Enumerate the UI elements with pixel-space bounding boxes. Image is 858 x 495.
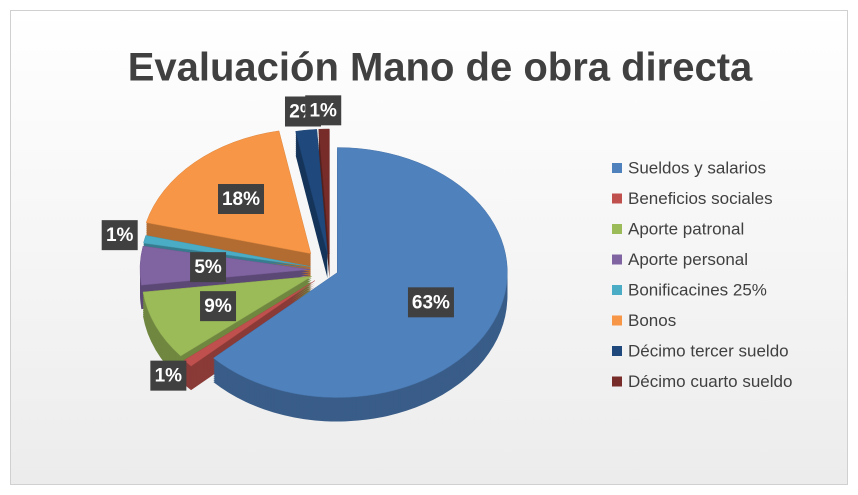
legend: Sueldos y salarios Beneficios sociales Apo… xyxy=(612,158,792,391)
slice xyxy=(212,147,508,398)
data-label-box xyxy=(218,183,265,214)
slice-side xyxy=(295,139,328,265)
data-label-box xyxy=(200,291,237,322)
legend-swatch xyxy=(612,346,622,356)
legend-label: Beneficios sociales xyxy=(628,189,773,208)
legend-label: Décimo tercer sueldo xyxy=(628,341,789,360)
slice-side xyxy=(295,141,328,267)
slice-side xyxy=(295,151,328,277)
legend-label: Bonos xyxy=(628,311,676,330)
legend-swatch xyxy=(612,224,622,234)
legend-swatch xyxy=(612,285,622,295)
data-label: 9% xyxy=(204,296,232,317)
legend-swatch xyxy=(612,315,622,326)
legend-swatch xyxy=(612,163,622,173)
legend-label: Aporte personal xyxy=(628,250,748,269)
legend-swatch xyxy=(612,376,622,387)
slice xyxy=(295,129,328,255)
legend-label: Aporte patronal xyxy=(628,219,744,238)
data-label-box xyxy=(305,95,342,126)
data-label-box xyxy=(101,220,138,251)
slice-side xyxy=(295,149,328,275)
chart-title: Evaluación Mano de obra directa xyxy=(128,46,753,90)
slice xyxy=(183,280,316,367)
data-label: 63% xyxy=(412,292,450,313)
legend-swatch xyxy=(612,254,622,265)
data-label: 1% xyxy=(106,225,134,246)
legend-label: Bonificacines 25% xyxy=(628,280,767,299)
data-labels: 63%1%9%5%1%18%2%1% xyxy=(101,95,454,391)
data-label-box xyxy=(150,360,187,391)
slice-side xyxy=(295,133,328,259)
slice-side xyxy=(295,143,328,269)
slice xyxy=(318,128,330,255)
slice-side xyxy=(295,137,328,263)
legend-label: Décimo cuarto sueldo xyxy=(628,372,792,391)
slice xyxy=(143,235,311,267)
legend-swatch xyxy=(612,193,622,204)
data-label: 1% xyxy=(309,100,337,121)
legend-label: Sueldos y salarios xyxy=(628,158,766,177)
data-label-box xyxy=(190,252,227,283)
slice-side xyxy=(295,135,328,261)
slice-side xyxy=(295,147,328,273)
data-label-box xyxy=(407,287,454,318)
data-label: 1% xyxy=(155,366,183,387)
data-label: 18% xyxy=(222,189,260,210)
data-label: 5% xyxy=(194,257,222,278)
slice-side xyxy=(295,153,328,279)
slice-side xyxy=(295,145,328,271)
